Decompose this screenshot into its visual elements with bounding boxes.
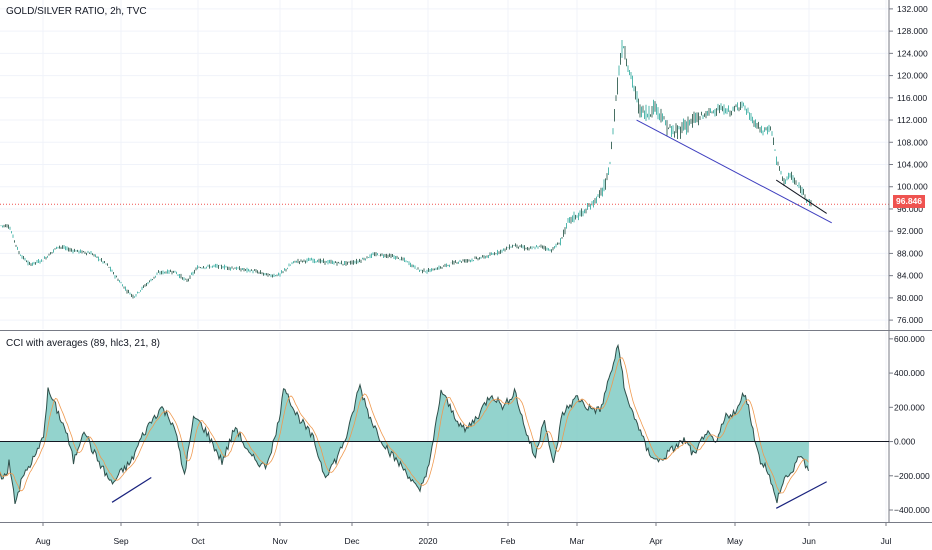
price-tick-label: 100.000 <box>897 182 928 192</box>
price-tick-label: 96.000 <box>897 204 923 214</box>
trendline-long <box>636 119 832 224</box>
cci-tick-label: −200.000 <box>894 471 930 481</box>
price-tick-label: 104.000 <box>897 160 928 170</box>
cci-tick-label: 400.000 <box>894 368 925 378</box>
divergence-line-sep <box>111 476 152 503</box>
time-tick-label: 2020 <box>419 536 438 546</box>
price-tick-label: 116.000 <box>897 93 927 103</box>
time-tick-label: Jul <box>881 536 892 546</box>
time-tick-label: Mar <box>570 536 585 546</box>
price-tick-label: 128.000 <box>897 26 928 36</box>
time-tick-label: Sep <box>113 536 128 546</box>
cci-tick-label: 200.000 <box>894 402 925 412</box>
divergence-line-jun <box>775 481 827 509</box>
time-tick-label: Dec <box>344 536 360 546</box>
time-tick-label: Feb <box>501 536 516 546</box>
time-tick-label: Nov <box>272 536 288 546</box>
price-tick-label: 132.000 <box>897 4 928 14</box>
last-price-tag: 96.846 <box>893 195 925 208</box>
price-tick-label: 92.000 <box>897 226 923 236</box>
cci-line <box>0 343 809 505</box>
price-tick-label: 124.000 <box>897 48 928 58</box>
price-tick-label: 88.000 <box>897 248 923 258</box>
cci-tick-label: 0.000 <box>894 437 916 447</box>
indicator-title: CCI with averages (89, hlc3, 21, 8) <box>6 338 160 349</box>
time-tick-label: Jun <box>802 536 816 546</box>
cci-area <box>0 345 809 504</box>
cci-average-line <box>0 357 809 494</box>
time-tick-label: May <box>727 536 744 546</box>
cci-tick-label: 600.000 <box>894 334 925 344</box>
cci-tick-label: −400.000 <box>894 505 930 515</box>
time-tick-label: Aug <box>35 536 50 546</box>
time-tick-label: Oct <box>191 536 205 546</box>
price-tick-label: 112.000 <box>897 115 927 125</box>
price-tick-label: 80.000 <box>897 293 923 303</box>
trendline-short <box>775 179 827 214</box>
price-tick-label: 120.000 <box>897 71 928 81</box>
main-chart-title: GOLD/SILVER RATIO, 2h, TVC <box>6 6 147 17</box>
price-tick-label: 84.000 <box>897 271 923 281</box>
price-tick-label: 108.000 <box>897 137 928 147</box>
time-tick-label: Apr <box>649 536 662 546</box>
price-tick-label: 76.000 <box>897 315 923 325</box>
